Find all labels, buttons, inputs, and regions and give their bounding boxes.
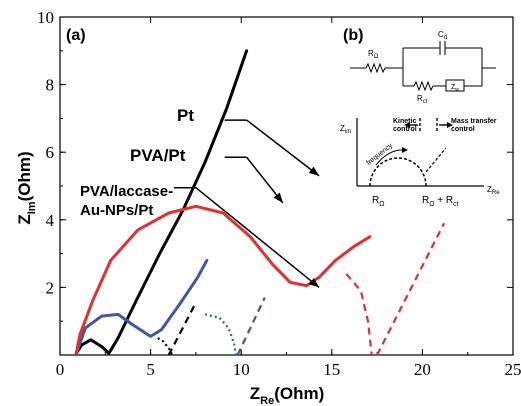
annotation-arrow-line-0 — [246, 119, 320, 177]
axis-ticks: 0 5 10 15 20 25 2 4 6 8 10 — [37, 8, 521, 379]
inset-mass-2: control — [451, 126, 475, 133]
inset-control-arrows — [410, 118, 447, 131]
panel-label-a: (a) — [66, 27, 86, 44]
x-tick-label: 10 — [233, 360, 250, 379]
annotation-arrowhead-1 — [273, 192, 283, 203]
x-tick-label: 15 — [323, 360, 340, 379]
series-line-8 — [376, 222, 446, 356]
x-tick-label: 5 — [146, 360, 155, 379]
label-pva-pt: PVA/Pt — [130, 146, 186, 165]
label-pva-laccase-line1: PVA/laccase- — [80, 183, 173, 200]
inset-bottom-r-sum: RΩ + Rct — [422, 195, 459, 208]
inset-r-omega: RΩ — [368, 49, 379, 60]
y-tick-label: 10 — [37, 8, 54, 27]
series-group — [74, 49, 446, 356]
series-line-6 — [236, 297, 266, 356]
inset-kinetic-1: Kinetic — [393, 118, 416, 125]
series-line-3 — [157, 337, 174, 356]
label-pva-laccase-line2: Au-NPs/Pt — [80, 202, 153, 219]
inset-semicircle — [369, 157, 427, 187]
inset-frequency-label: frequency — [365, 142, 394, 167]
inset-diffusion-line — [425, 147, 447, 173]
x-tick-label: 25 — [505, 360, 521, 379]
y-tick-label: 2 — [46, 278, 55, 297]
series-line-4 — [167, 302, 197, 356]
panel-label-b: (b) — [343, 27, 363, 44]
label-pt: Pt — [177, 106, 194, 125]
y-tick-label: 6 — [46, 143, 55, 162]
annotation-arrows — [173, 119, 320, 288]
inset-mass-1: Mass transfer — [451, 118, 497, 125]
x-tick-label: 0 — [56, 360, 65, 379]
inset-zre-label: ZRe — [487, 185, 500, 196]
annotation-arrowhead-2 — [308, 278, 320, 288]
inset-zim-label: Zim — [340, 124, 351, 135]
y-axis-title: ZIm(Ohm) — [15, 151, 38, 224]
series-line-2 — [74, 204, 372, 355]
series-line-5 — [204, 313, 237, 356]
inset-frequency-arrow — [375, 149, 403, 166]
inset-nyquist-axes — [356, 118, 484, 187]
y-tick-label: 8 — [46, 76, 55, 95]
inset-arrowhead-right — [447, 122, 453, 128]
inset-arrowhead-left — [404, 122, 410, 128]
y-tick-label: 4 — [46, 211, 55, 230]
series-line-1 — [74, 258, 209, 355]
inset-bottom-r-omega: RΩ — [372, 195, 384, 208]
x-tick-label: 20 — [414, 360, 431, 379]
inset-cd: Cd — [438, 30, 447, 41]
annotation-arrow-line-2 — [195, 187, 320, 288]
series-line-7 — [345, 273, 373, 356]
annotation-arrowhead-0 — [308, 166, 320, 176]
x-axis-title: ZRe(Ohm) — [250, 384, 325, 406]
inset-panel: (b) RΩ Cd Rct Zw Zim ZRe — [340, 27, 500, 208]
inset-kinetic-2: control — [393, 126, 417, 133]
inset-rct: Rct — [417, 94, 428, 105]
inset-frequency-arrowhead — [402, 147, 408, 153]
equivalent-circuit — [350, 41, 496, 92]
series-line-0 — [74, 49, 249, 355]
inset-zw: Zw — [451, 84, 459, 93]
